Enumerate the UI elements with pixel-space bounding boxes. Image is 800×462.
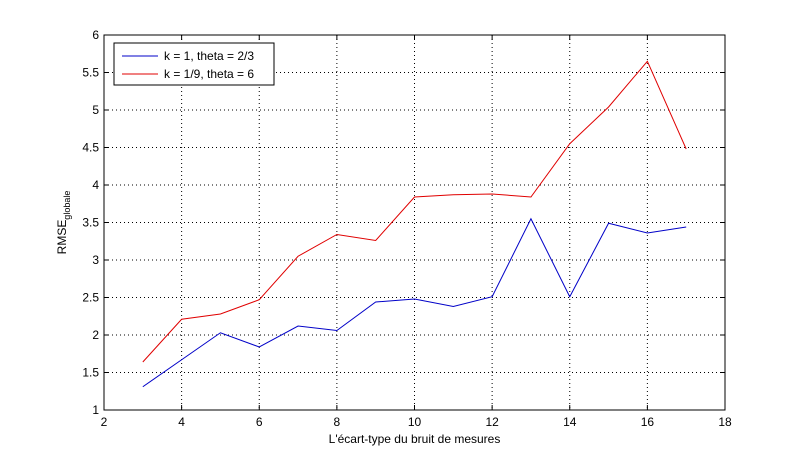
x-tick-label: 16 xyxy=(641,415,655,429)
y-axis-label-subscript: globale xyxy=(62,191,72,220)
y-tick-label: 3.5 xyxy=(82,216,99,230)
x-axis-label: L'écart-type du bruit de mesures xyxy=(329,432,501,446)
y-tick-label: 1 xyxy=(92,403,99,417)
axis-ticks xyxy=(103,34,726,411)
y-tick-label: 5.5 xyxy=(82,66,99,80)
series-line-2 xyxy=(142,60,687,363)
y-tick-label: 3 xyxy=(92,253,99,267)
x-tick-label: 8 xyxy=(334,415,341,429)
x-tick-label: 4 xyxy=(178,415,185,429)
legend-box xyxy=(113,42,275,86)
y-tick-label: 2.5 xyxy=(82,291,99,305)
y-tick-label: 4.5 xyxy=(82,141,99,155)
x-tick-label: 12 xyxy=(485,415,499,429)
x-tick-label: 10 xyxy=(408,415,422,429)
legend: k = 1, theta = 2/3 k = 1/9, theta = 6 xyxy=(113,42,275,86)
x-tick-label: 6 xyxy=(256,415,263,429)
x-tick-label: 18 xyxy=(718,415,732,429)
series-lines xyxy=(142,60,687,388)
y-tick-label: 2 xyxy=(92,328,99,342)
y-axis-label-main: RMSE xyxy=(55,220,69,255)
x-tick-labels: 2 4 6 8 10 12 14 16 18 xyxy=(101,415,732,429)
y-tick-labels: 1 1.5 2 2.5 3 3.5 4 4.5 5 5.5 6 xyxy=(82,28,99,417)
series-line-1 xyxy=(142,217,687,388)
y-tick-label: 1.5 xyxy=(82,366,99,380)
y-tick-label: 5 xyxy=(92,103,99,117)
legend-label-series-2: k = 1/9, theta = 6 xyxy=(164,67,254,81)
y-tick-label: 6 xyxy=(92,28,99,42)
y-axis-label: RMSEglobale xyxy=(55,191,72,255)
legend-label-series-1: k = 1, theta = 2/3 xyxy=(164,49,254,63)
x-tick-label: 2 xyxy=(101,415,108,429)
x-tick-label: 14 xyxy=(563,415,577,429)
y-tick-label: 4 xyxy=(92,178,99,192)
